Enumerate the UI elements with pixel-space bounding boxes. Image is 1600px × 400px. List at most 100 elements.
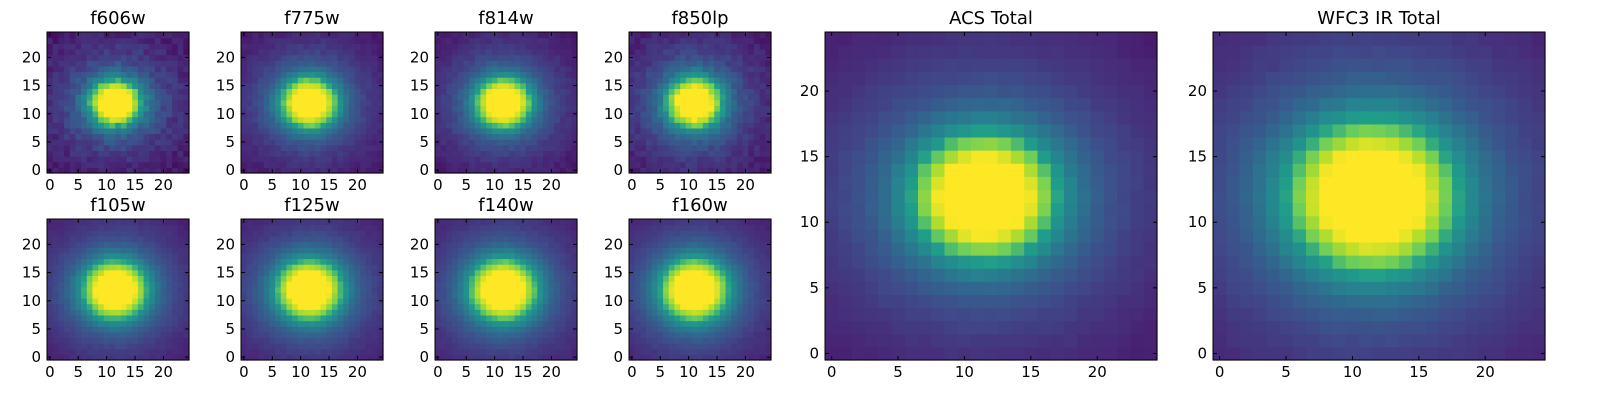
heatmap-cell bbox=[554, 235, 561, 243]
heatmap-cell bbox=[457, 247, 464, 254]
heatmap-cell bbox=[81, 37, 88, 44]
heatmap-cell bbox=[565, 331, 572, 339]
heatmap-cell bbox=[171, 94, 179, 101]
heatmap-cell bbox=[171, 150, 179, 157]
heatmap-cell bbox=[508, 224, 516, 231]
heatmap-cell bbox=[474, 348, 482, 355]
heatmap-cell bbox=[149, 127, 156, 135]
heatmap-cell bbox=[377, 127, 384, 135]
heatmap-cell bbox=[520, 94, 527, 101]
heatmap-cell bbox=[480, 247, 487, 254]
heatmap-cell bbox=[474, 314, 482, 322]
heatmap-cell bbox=[640, 320, 647, 327]
heatmap-cell bbox=[348, 309, 356, 316]
heatmap-cell bbox=[365, 331, 373, 339]
heatmap-cell bbox=[280, 82, 288, 89]
heatmap-cell bbox=[663, 314, 670, 322]
heatmap-cell bbox=[365, 326, 373, 333]
heatmap-cell bbox=[525, 354, 533, 361]
heatmap-cell bbox=[548, 127, 555, 135]
heatmap-cell bbox=[646, 105, 653, 112]
heatmap-cell bbox=[497, 303, 504, 310]
heatmap-cell bbox=[514, 65, 521, 73]
heatmap-cell bbox=[634, 326, 641, 333]
heatmap-cell bbox=[258, 88, 265, 95]
heatmap-cell bbox=[263, 303, 270, 310]
heatmap-cell bbox=[92, 258, 99, 265]
heatmap-cell bbox=[525, 314, 533, 322]
heatmap-cell bbox=[691, 71, 698, 78]
heatmap-cell bbox=[143, 264, 150, 271]
heatmap-cell bbox=[166, 37, 173, 44]
heatmap-cell bbox=[160, 303, 167, 310]
heatmap-cell bbox=[486, 71, 493, 78]
heatmap-cell bbox=[92, 54, 99, 61]
heatmap-cell bbox=[525, 343, 533, 350]
heatmap-cell bbox=[508, 60, 516, 67]
heatmap-cell bbox=[697, 343, 704, 350]
heatmap-cell bbox=[435, 314, 442, 322]
heatmap-cell bbox=[303, 247, 310, 254]
heatmap-cell bbox=[668, 82, 676, 89]
heatmap-cell bbox=[258, 167, 265, 174]
heatmap-cell bbox=[657, 116, 664, 123]
heatmap-cell bbox=[651, 43, 658, 50]
heatmap-cell bbox=[702, 110, 710, 118]
heatmap-cell bbox=[446, 43, 453, 50]
heatmap-cell bbox=[554, 32, 561, 39]
heatmap-cell bbox=[480, 71, 487, 78]
heatmap-cell bbox=[691, 354, 698, 361]
heatmap-cell bbox=[258, 139, 265, 146]
heatmap-cell bbox=[109, 133, 116, 140]
heatmap-cell bbox=[171, 156, 179, 163]
heatmap-cell bbox=[554, 241, 561, 248]
heatmap-cell bbox=[480, 139, 487, 146]
heatmap-cell bbox=[508, 88, 516, 95]
heatmap-cell bbox=[525, 32, 533, 39]
heatmap-cell bbox=[640, 286, 647, 293]
heatmap-cell bbox=[154, 99, 162, 106]
heatmap-cell bbox=[371, 224, 378, 231]
heatmap-cell bbox=[47, 144, 54, 152]
heatmap-cell bbox=[542, 286, 550, 293]
heatmap-cell bbox=[149, 99, 156, 106]
heatmap-cell bbox=[309, 88, 316, 95]
heatmap-cell bbox=[725, 88, 732, 95]
heatmap-cell bbox=[446, 144, 453, 152]
heatmap-cell bbox=[640, 343, 647, 350]
heatmap-cell bbox=[58, 314, 65, 322]
heatmap-cell bbox=[263, 219, 270, 226]
heatmap-cell bbox=[280, 224, 288, 231]
heatmap-cell bbox=[753, 105, 761, 112]
heatmap-cell bbox=[469, 326, 476, 333]
heatmap-cell bbox=[714, 309, 721, 316]
heatmap-cell bbox=[58, 348, 65, 355]
heatmap-cell bbox=[292, 258, 299, 265]
heatmap-cell bbox=[258, 94, 265, 101]
heatmap-cell bbox=[463, 241, 470, 248]
heatmap-cell bbox=[736, 133, 744, 140]
heatmap-cell bbox=[491, 150, 499, 157]
heatmap-cell bbox=[452, 258, 459, 265]
heatmap-cell bbox=[149, 309, 156, 316]
x-tick-label: 0 bbox=[45, 363, 55, 381]
heatmap-cell bbox=[736, 337, 744, 344]
heatmap-cell bbox=[263, 105, 270, 112]
heatmap-cell bbox=[497, 150, 504, 157]
heatmap-cell bbox=[657, 133, 664, 140]
heatmap-cell bbox=[343, 65, 350, 73]
heatmap-cell bbox=[542, 54, 550, 61]
heatmap-cell bbox=[177, 144, 184, 152]
heatmap-cell bbox=[668, 105, 676, 112]
heatmap-cell bbox=[154, 110, 162, 118]
heatmap-cell bbox=[371, 241, 378, 248]
heatmap-cell bbox=[360, 71, 367, 78]
heatmap-cell bbox=[258, 303, 265, 310]
heatmap-cell bbox=[303, 77, 310, 84]
heatmap-cell bbox=[149, 161, 156, 168]
heatmap-cell bbox=[98, 292, 105, 299]
heatmap-cell bbox=[668, 94, 676, 101]
heatmap-cell bbox=[571, 156, 578, 163]
heatmap-cell bbox=[348, 105, 356, 112]
heatmap-cell bbox=[668, 37, 676, 44]
